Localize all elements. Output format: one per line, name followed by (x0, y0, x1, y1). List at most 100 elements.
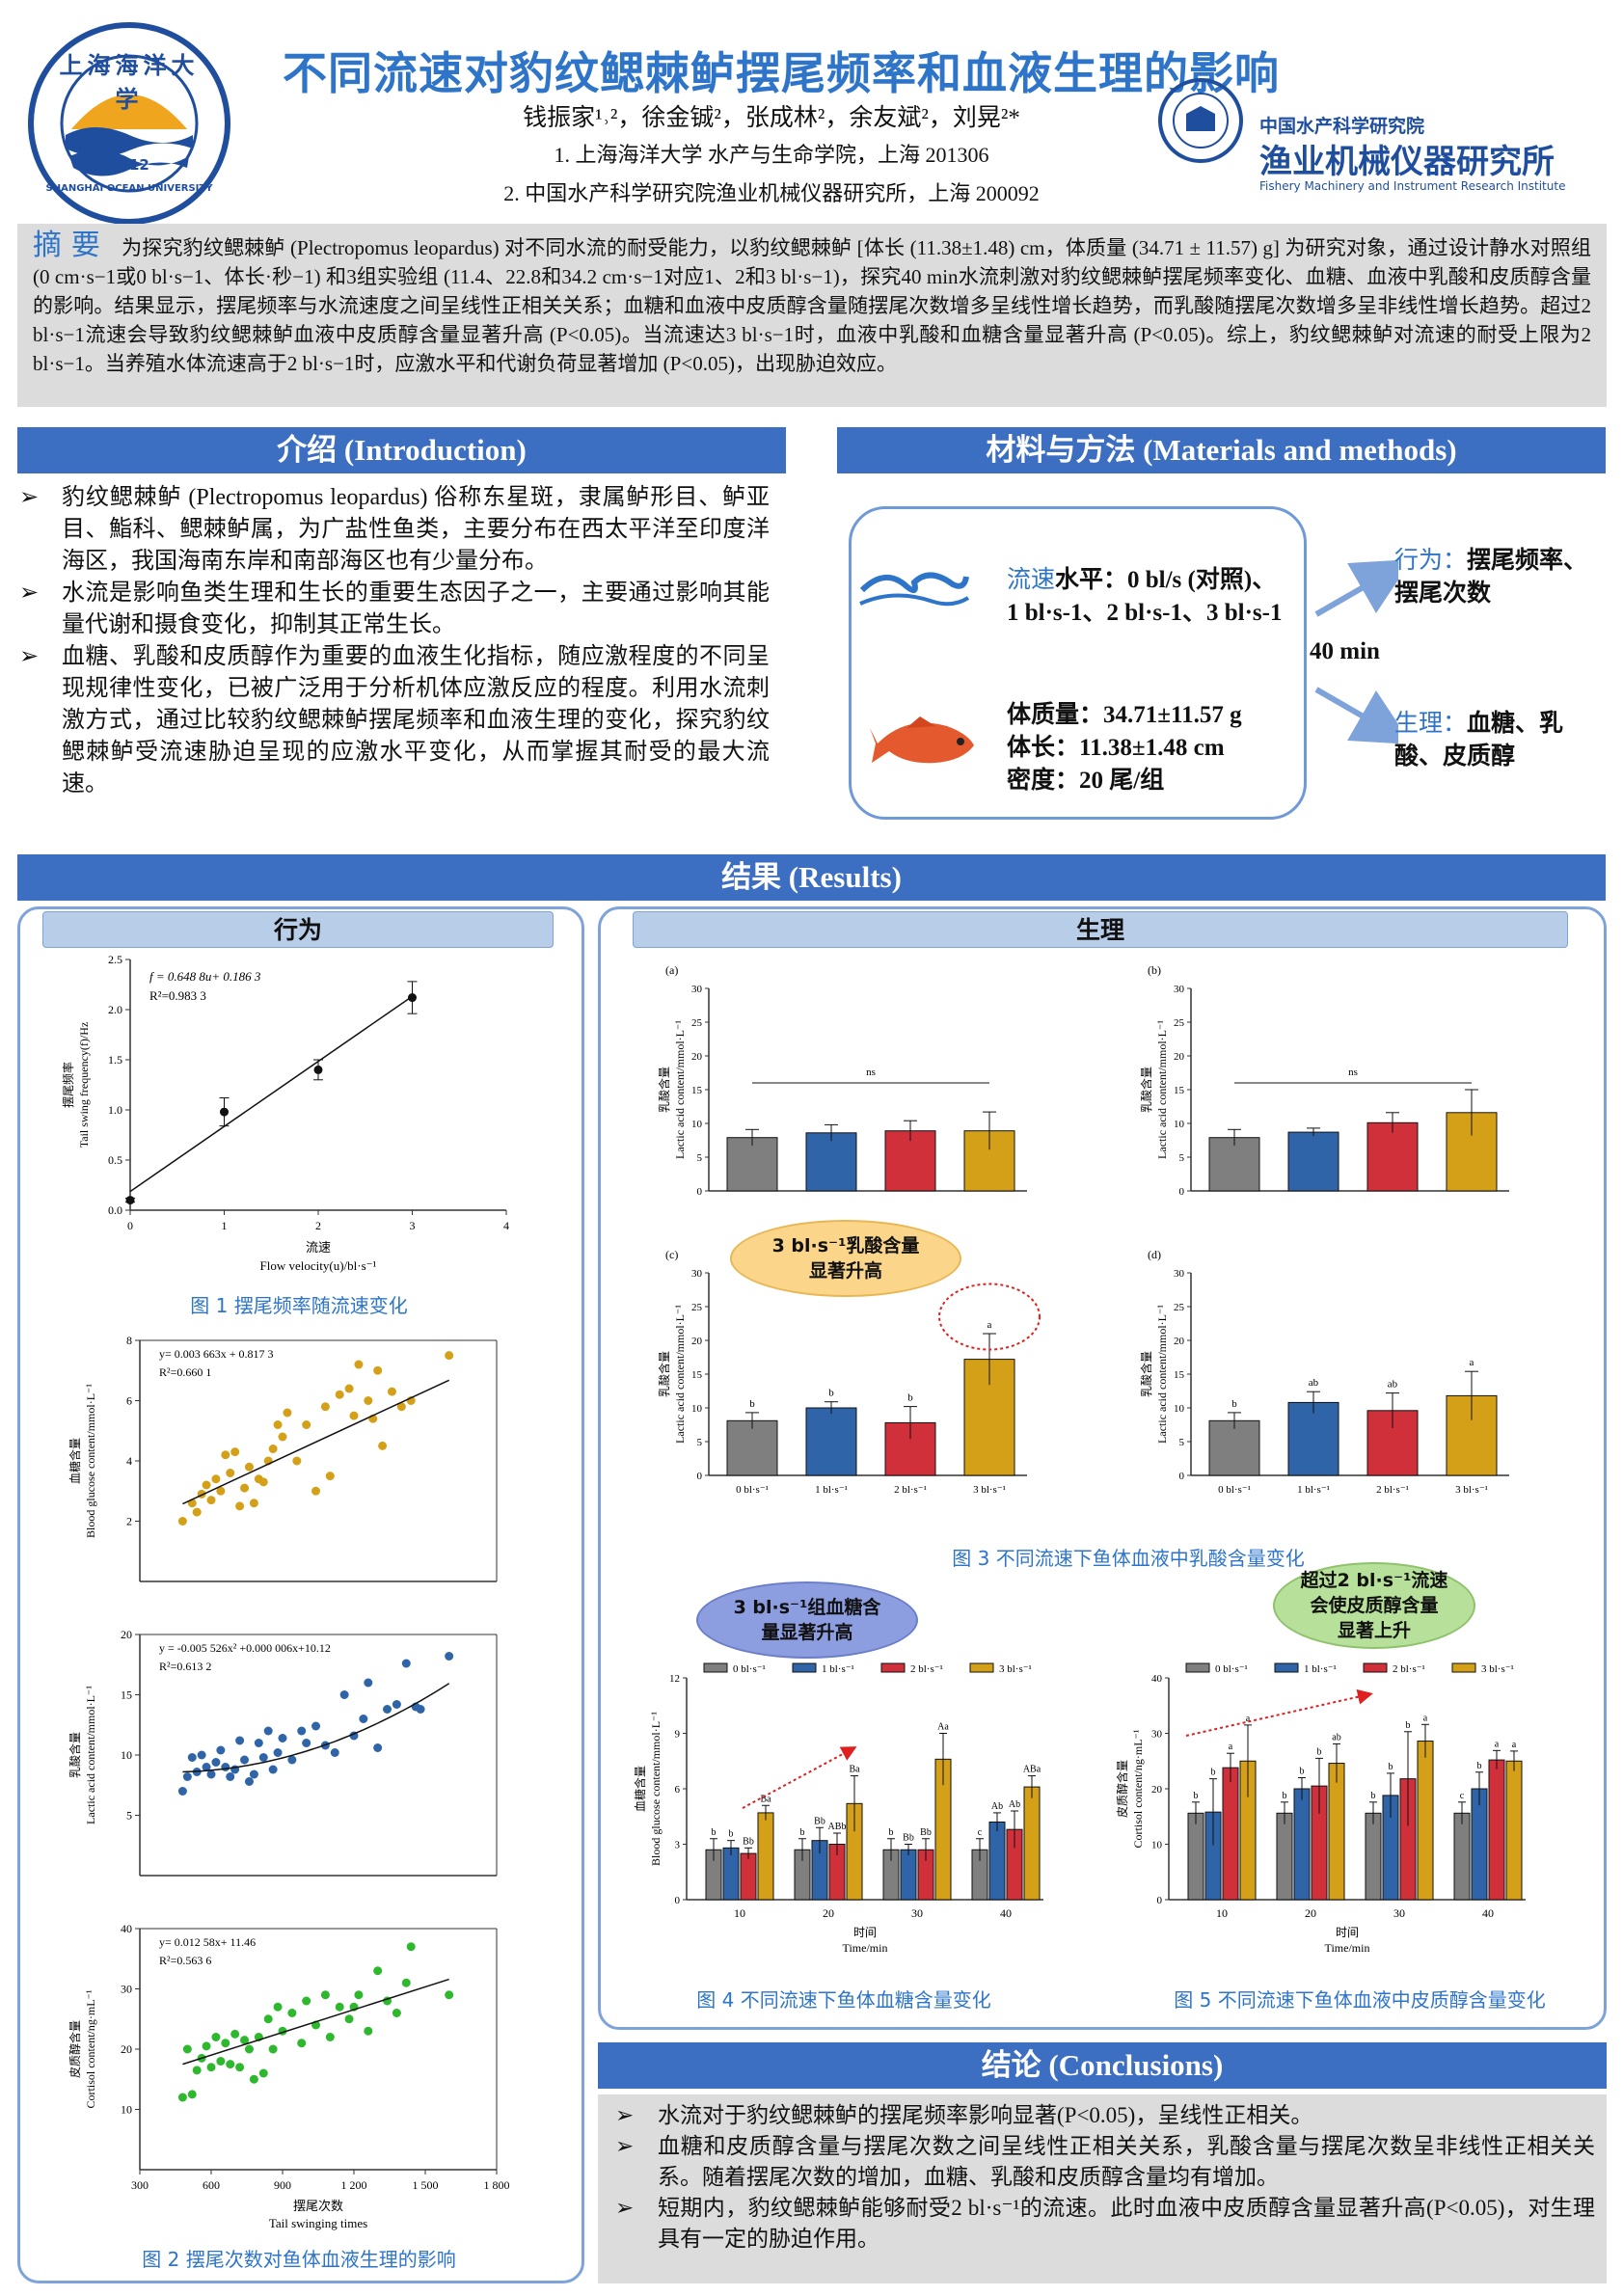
fig4-xtick-label: 30 (911, 1906, 923, 1920)
fig2a-point (354, 1360, 364, 1369)
fig2-xtick-label: 1 500 (413, 2178, 439, 2192)
fig4-sig-label: Bb (814, 1816, 825, 1826)
fig2c-point (187, 2090, 197, 2099)
intro-bullet: ➢ 水流是影响鱼类生理和生长的重要生态因子之一，主要通过影响其能量代谢和摄食变化，… (19, 581, 770, 637)
fig2a-ytick-label: 6 (126, 1394, 132, 1408)
fig4-sig-label: c (978, 1827, 983, 1838)
fig3c-bar (726, 1419, 778, 1476)
fig3c-xtick-label: 1 bl·s⁻¹ (815, 1484, 848, 1496)
fig5-ylabel: 皮质醇含量 (1115, 1760, 1129, 1818)
institute-logo-icon (1157, 77, 1244, 164)
fig2a-point (216, 1486, 226, 1496)
fig3c-ytick-label: 0 (697, 1471, 703, 1482)
figure-4-caption: 图 4 不同流速下鱼体血糖含量变化 (696, 1988, 991, 2012)
fig5-legend-swatch (1274, 1662, 1299, 1673)
fig4-trend-arrow (742, 1746, 857, 1809)
fig2b-point (416, 1705, 425, 1714)
fig3c-sig-label: b (749, 1398, 755, 1410)
fig3d-bar (1446, 1394, 1498, 1476)
fig2c-point (258, 2068, 268, 2078)
fig2c-point (273, 2002, 283, 2012)
fig2a-point (349, 1411, 359, 1420)
fig2b-point (206, 1769, 216, 1779)
figure-4-callout: 3 bl·s⁻¹组血糖含 量显著升高 (696, 1581, 918, 1659)
fig5-bar (1488, 1759, 1505, 1901)
fig2c-point (297, 2039, 307, 2048)
fig2a-point (226, 1469, 235, 1477)
fig4-bar (988, 1822, 1006, 1901)
fig2a-point (273, 1420, 283, 1429)
fig3d-sig-label: a (1470, 1357, 1474, 1368)
fig5-ylabel: Cortisol content/ng·mL⁻¹ (1131, 1729, 1145, 1848)
fig2b-point (197, 1750, 206, 1760)
fig3c-ytick-label: 10 (691, 1403, 703, 1415)
fig4-sig-label: b (800, 1827, 805, 1838)
fig5-legend-label: 1 bl·s⁻¹ (1304, 1663, 1337, 1675)
university-logo-en: SHANGHAI OCEAN UNIVERSITY (45, 183, 213, 194)
fig4-sig-label: Ba (849, 1765, 860, 1775)
fig1-xlabel-cn: 流速 (306, 1240, 331, 1255)
fig2-xtick-label: 900 (274, 2178, 291, 2192)
flow-label: 流速 (1007, 567, 1056, 593)
fig1-point (408, 993, 417, 1003)
fish-params: 体质量：34.71±11.57 g 体长：11.38±1.48 cm 密度：20 尾… (1007, 702, 1242, 794)
fig3d-ytick-label: 10 (1174, 1403, 1185, 1415)
fig4-ytick-label: 6 (675, 1784, 681, 1796)
fig5-bar (1505, 1760, 1523, 1901)
fig3d-bar (1287, 1401, 1339, 1476)
fig5-ytick-label: 0 (1157, 1895, 1163, 1906)
fig2b-point (182, 1772, 192, 1781)
fig2c-point (240, 2036, 250, 2045)
fig2c-point (401, 1978, 411, 1987)
fig2c-point (302, 1996, 311, 2006)
fig2b-fit-curve (182, 1683, 450, 1773)
fig2c-fit-line (182, 1978, 449, 2066)
fig4-bar (1023, 1786, 1041, 1901)
fig3c-ytick-label: 15 (691, 1369, 703, 1381)
fig5-ytick-label: 20 (1151, 1784, 1163, 1796)
fig2a-point (202, 1480, 211, 1490)
fig2b-point (445, 1652, 454, 1661)
fig4-legend-swatch (969, 1662, 994, 1673)
figure-3-caption: 图 3 不同流速下鱼体血液中乳酸含量变化 (952, 1547, 1305, 1570)
fig2b-ytick-label: 5 (126, 1809, 132, 1823)
fig2c-point (344, 2014, 354, 2024)
fig2c-point (263, 2014, 273, 2024)
behavior-panel (17, 906, 584, 2283)
fig2c-point (249, 2074, 258, 2084)
fig2-xtick-label: 600 (203, 2178, 220, 2192)
fig3d-sig-label: b (1231, 1398, 1237, 1410)
fig3c-panel-label: (c) (665, 1248, 678, 1261)
fig2a-point (378, 1441, 388, 1450)
fig2c-point (235, 2063, 245, 2072)
fig5-ytick-label: 40 (1151, 1673, 1163, 1685)
fig2b-point (235, 1736, 245, 1745)
fig5-sig-label: a (1495, 1739, 1500, 1749)
fig4-bar (900, 1849, 917, 1901)
fig4-bar (757, 1812, 774, 1901)
fig4-xlabel-cn: 时间 (853, 1926, 877, 1939)
conclusion-bullet: ➢ 血糖和皮质醇含量与摆尾次数之间呈线性正相关关系，乳酸含量与摆尾次数呈非线性正相… (615, 2134, 1595, 2189)
abstract-box: 摘 要为探究豹纹鳃棘鲈 (Plectropomus leopardus) 对不同… (17, 224, 1607, 407)
fig5-legend-label: 3 bl·s⁻¹ (1481, 1663, 1514, 1675)
fig4-sig-label: b (889, 1827, 894, 1838)
fig2b-r2: R²=0.613 2 (159, 1660, 211, 1673)
fig4-sig-label: b (712, 1827, 717, 1838)
affiliation-1: 1. 上海海洋大学 水产与生命学院，上海 201306 (554, 143, 989, 167)
fig4-xtick-label: 10 (734, 1906, 745, 1920)
fig5-sig-label: a (1229, 1742, 1233, 1752)
intro-list: ➢ 豹纹鳃棘鲈 (Plectropomus leopardus) 俗称东星斑，隶属… (17, 482, 770, 800)
fig2a-point (335, 1390, 344, 1399)
fig4-ytick-label: 3 (675, 1840, 681, 1851)
fig5-xtick-label: 10 (1216, 1906, 1228, 1920)
fig2c-point (287, 2009, 297, 2017)
fig2b-point (240, 1755, 250, 1765)
fig3b-ylabel: 乳酸含量 (1139, 1067, 1153, 1113)
fig3a-ytick-label: 25 (691, 1017, 703, 1029)
authors: 钱振家¹˒²，徐金铖²，张成林²，余友斌²，刘晃²* (523, 105, 1020, 131)
fig2b-point (273, 1748, 283, 1757)
fig2c-ytick-label: 40 (121, 1922, 132, 1935)
fig1-xtick-label: 2 (315, 1219, 321, 1232)
fig3a-ylabel: Lactic acid content/mmol·L⁻¹ (673, 1020, 687, 1159)
